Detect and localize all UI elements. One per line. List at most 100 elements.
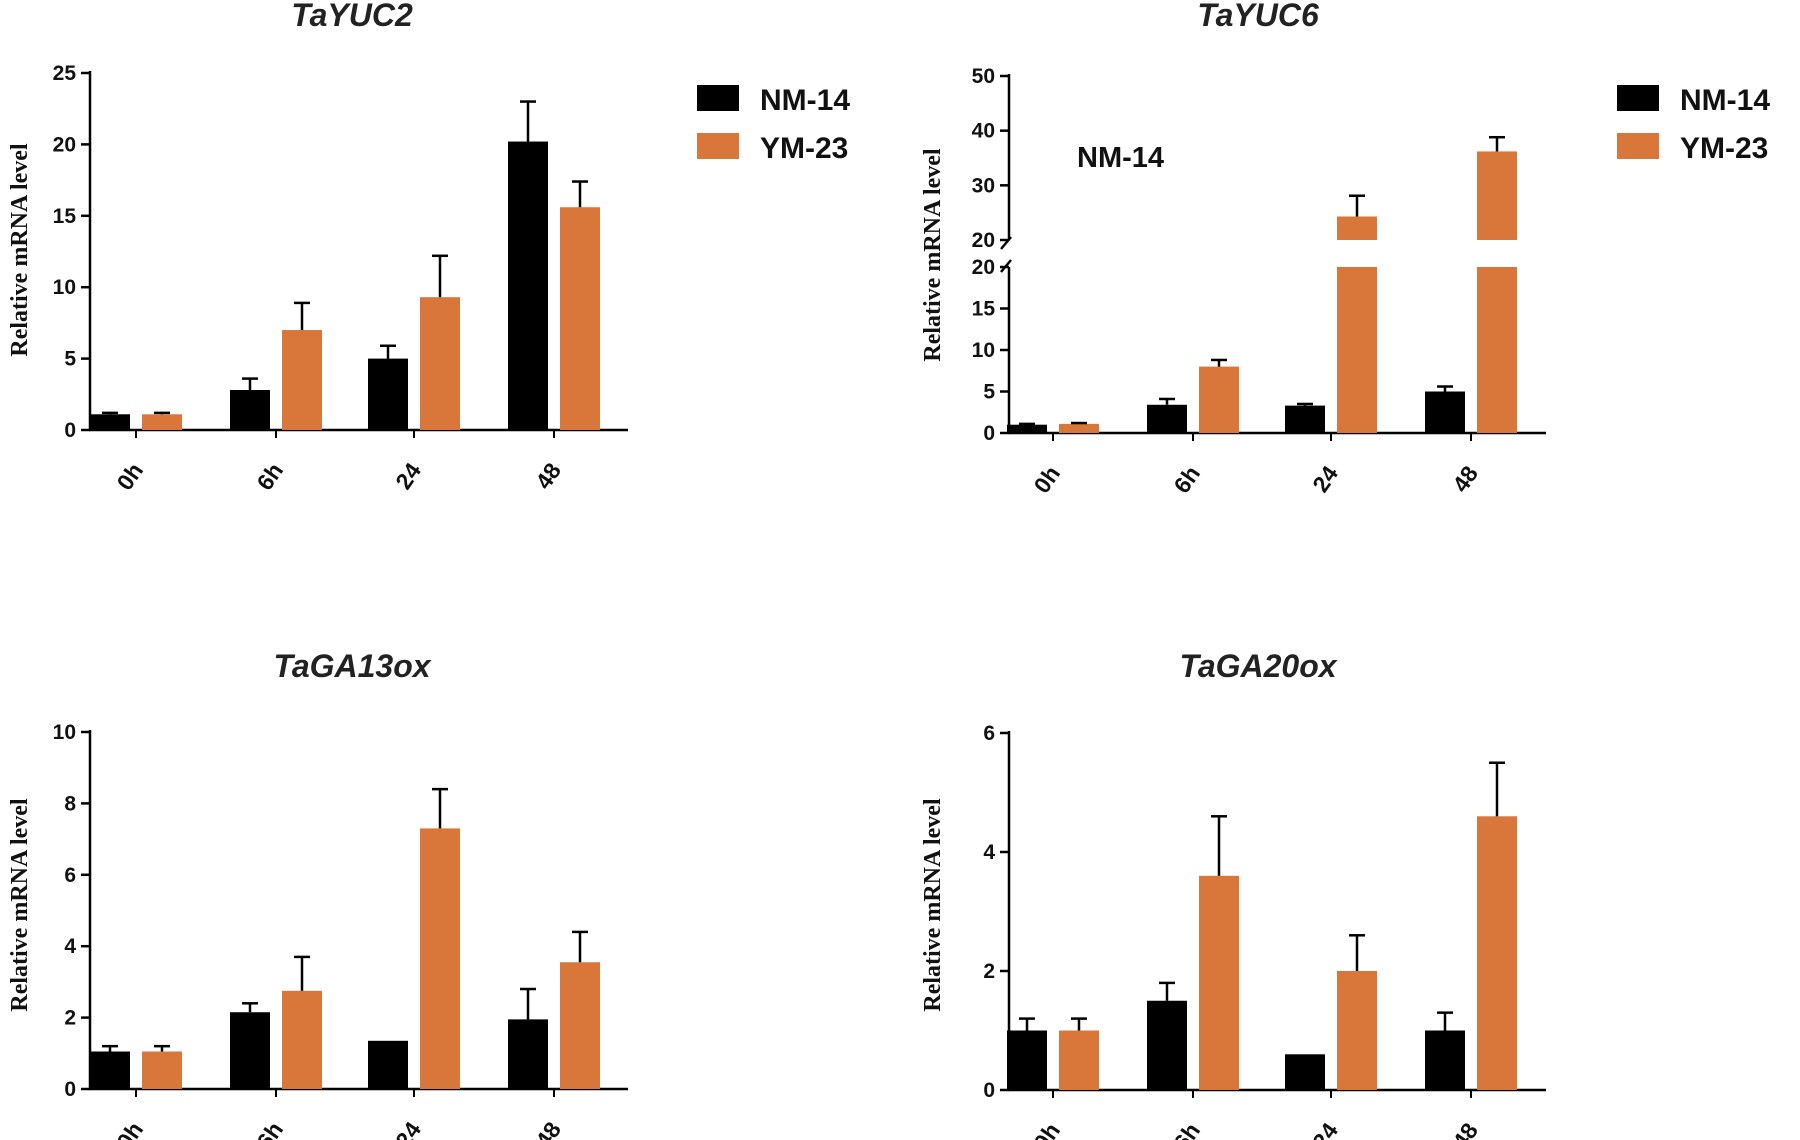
y-tick-label: 40 — [972, 120, 995, 143]
y-tick-label: 20 — [972, 256, 995, 279]
legend-swatch-nm14 — [1617, 85, 1659, 111]
y-tick-label: 20 — [972, 229, 995, 252]
bar-ym23 — [1199, 366, 1239, 433]
y-tick-label: 15 — [972, 298, 996, 321]
chart-title-taga20ox: TaGA20ox — [1179, 648, 1337, 684]
x-tick-label: 6h — [1168, 461, 1205, 498]
bar-ym23 — [142, 1051, 182, 1089]
bar-nm14 — [1147, 1000, 1187, 1090]
x-tick-label: 0h — [1028, 461, 1065, 498]
x-tick-label: 48 — [1447, 461, 1483, 497]
legend-label-nm14: NM-14 — [1680, 84, 1770, 117]
bar-nm14 — [368, 358, 408, 430]
bar-nm14 — [1007, 1030, 1047, 1090]
x-tick-label: 24 — [390, 458, 426, 494]
bar-ym23 — [1199, 875, 1239, 1090]
bar-ym23-lower — [1477, 267, 1517, 433]
chart-title-tayuc6: TaYUC6 — [1197, 0, 1319, 33]
y-tick-label: 4 — [64, 935, 76, 958]
y-axis-label-taga13ox: Relative mRNA level — [7, 798, 33, 1012]
bar-nm14 — [1425, 391, 1465, 433]
x-tick-label: 6h — [251, 458, 288, 495]
bar-ym23 — [282, 990, 322, 1089]
bar-ym23 — [1477, 816, 1517, 1090]
bar-nm14 — [1007, 424, 1047, 433]
axis-break-mark — [1000, 236, 1012, 250]
bar-ym23 — [1059, 423, 1099, 433]
y-axis-label-taga20ox: Relative mRNA level — [920, 798, 946, 1012]
y-tick-label: 6 — [983, 722, 995, 745]
bar-nm14 — [230, 390, 270, 430]
legend-label-ym23: YM-23 — [1680, 132, 1768, 165]
x-tick-label: 0h — [111, 458, 148, 495]
y-tick-label: 20 — [53, 133, 76, 156]
bar-ym23-lower — [1337, 267, 1377, 433]
legend-swatch-ym23 — [697, 133, 739, 159]
y-tick-label: 5 — [983, 381, 995, 404]
x-tick-label: 48 — [1447, 1118, 1483, 1140]
y-tick-label: 0 — [64, 419, 76, 442]
bar-nm14 — [1285, 405, 1325, 433]
y-axis-label-tayuc2: Relative mRNA level — [7, 143, 33, 357]
x-tick-label: 48 — [530, 458, 566, 494]
y-tick-label: 2 — [64, 1007, 76, 1030]
bar-nm14 — [508, 141, 548, 430]
bar-ym23 — [420, 297, 460, 430]
x-tick-label: 6h — [1168, 1118, 1205, 1140]
bar-ym23 — [1337, 971, 1377, 1090]
bar-ym23 — [282, 330, 322, 430]
bar-nm14 — [90, 414, 130, 430]
bar-ym23 — [560, 962, 600, 1089]
x-tick-label: 24 — [1307, 461, 1343, 497]
legend-tayuc6: NM-14 YM-23 — [1617, 84, 1770, 165]
y-tick-label: 5 — [64, 348, 76, 371]
x-tick-label: 24 — [1307, 1118, 1343, 1140]
bar-ym23-upper — [1337, 216, 1377, 240]
legend-swatch-nm14 — [697, 85, 739, 111]
y-tick-label: 10 — [972, 339, 995, 362]
y-tick-label: 25 — [53, 62, 77, 85]
x-tick-label: 0h — [111, 1117, 148, 1140]
y-tick-label: 10 — [53, 721, 76, 744]
bar-nm14 — [368, 1040, 408, 1089]
y-tick-label: 0 — [983, 1079, 995, 1102]
y-tick-label: 2 — [983, 960, 995, 983]
chart-annotation-tayuc6: NM-14 — [1077, 142, 1164, 174]
bar-nm14 — [1425, 1030, 1465, 1090]
bar-nm14 — [1285, 1054, 1325, 1090]
legend-label-nm14: NM-14 — [760, 84, 850, 117]
y-axis-label-tayuc6: Relative mRNA level — [920, 148, 946, 362]
y-tick-label: 30 — [972, 174, 995, 197]
x-tick-label: 6h — [251, 1117, 288, 1140]
chart-title-taga13ox: TaGA13ox — [273, 648, 431, 684]
bar-nm14 — [508, 1019, 548, 1089]
y-tick-label: 10 — [53, 276, 76, 299]
y-tick-label: 15 — [53, 205, 77, 228]
y-tick-label: 4 — [983, 841, 995, 864]
y-tick-label: 0 — [983, 422, 995, 445]
bar-ym23 — [420, 828, 460, 1089]
chart-panel-tayuc2: 0 5 10 15 20 25 0h 6h 24 48 — [53, 62, 628, 495]
bar-ym23 — [1059, 1030, 1099, 1090]
x-tick-label: 48 — [530, 1117, 566, 1140]
bar-ym23-upper — [1477, 151, 1517, 240]
y-tick-label: 6 — [64, 864, 76, 887]
legend-label-ym23: YM-23 — [760, 132, 848, 165]
legend-tayuc2: NM-14 YM-23 — [697, 84, 850, 165]
y-tick-label: 50 — [972, 65, 995, 88]
y-tick-label: 0 — [64, 1078, 76, 1101]
bar-nm14 — [90, 1051, 130, 1089]
y-tick-label: 8 — [64, 792, 76, 815]
chart-panel-tayuc6: 20 30 40 50 0 5 10 15 20 0h 6h 24 48 — [972, 65, 1546, 498]
bar-nm14 — [1147, 404, 1187, 433]
bar-nm14 — [230, 1012, 270, 1089]
bar-ym23 — [142, 414, 182, 430]
chart-title-tayuc2: TaYUC2 — [291, 0, 413, 33]
bar-ym23 — [560, 207, 600, 430]
legend-swatch-ym23 — [1617, 133, 1659, 159]
x-tick-label: 0h — [1028, 1118, 1065, 1140]
